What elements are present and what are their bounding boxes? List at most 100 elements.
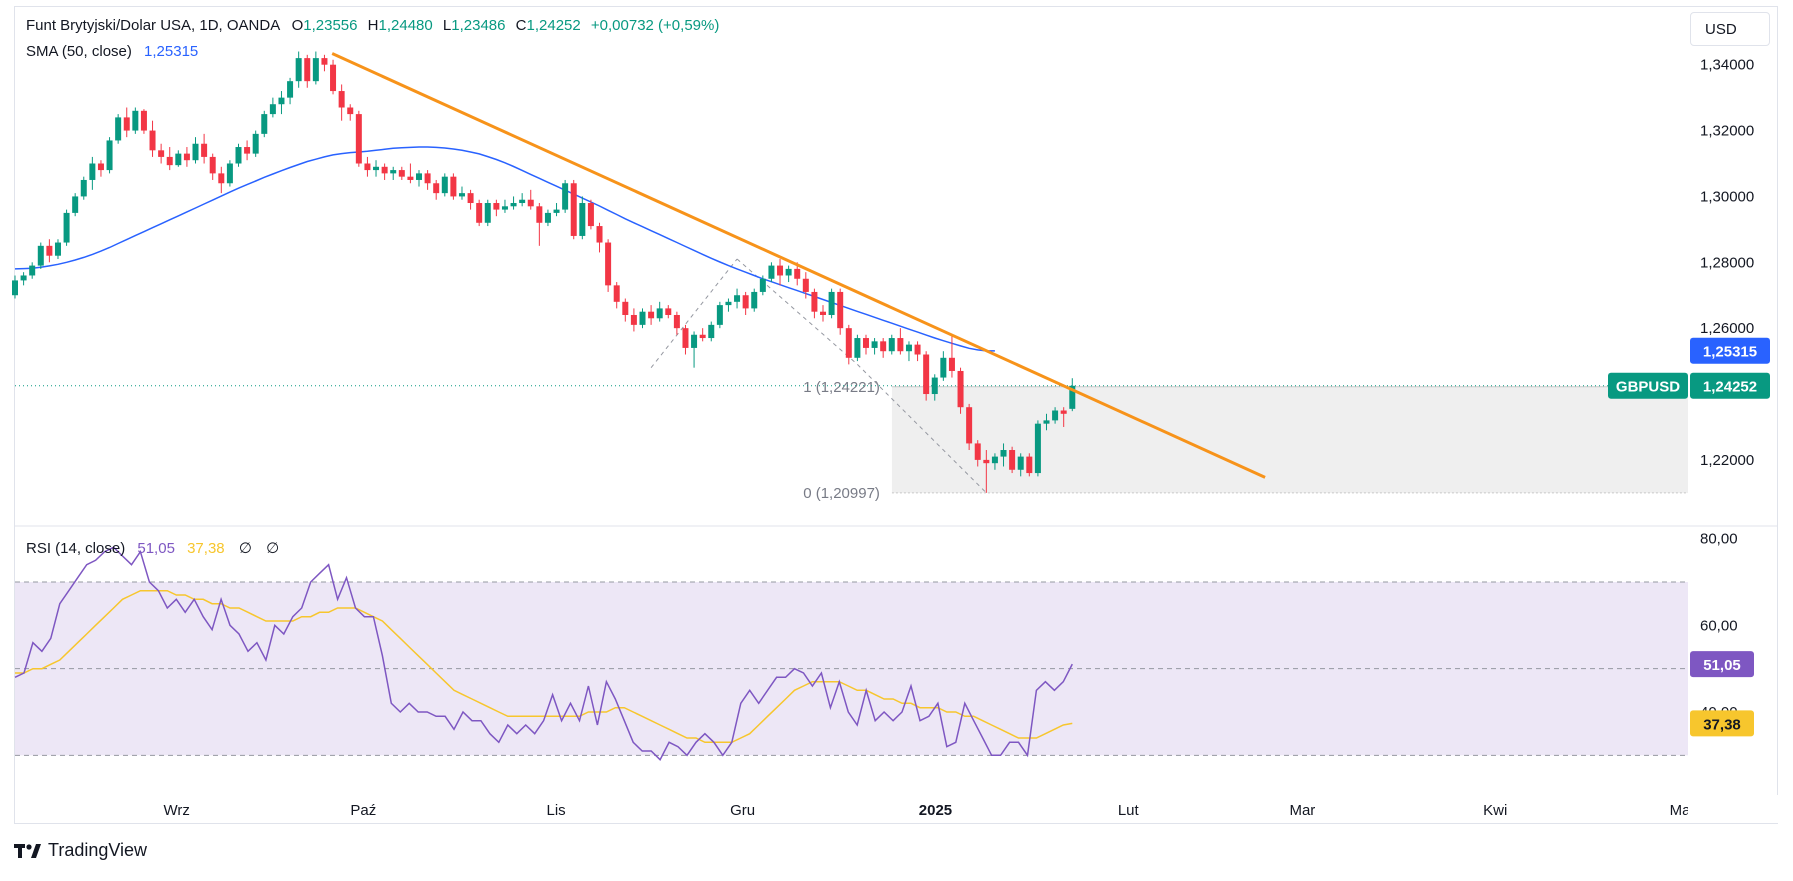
- candle-body: [725, 301, 732, 306]
- axes: 1,34000 1,32000 1,30000 1,28000 1,26000 1,220…: [15, 57, 1778, 823]
- candle: [192, 137, 199, 164]
- candle-body: [948, 357, 955, 371]
- candle: [381, 163, 388, 180]
- candle-body: [390, 170, 397, 174]
- candle-body: [304, 58, 311, 82]
- axis-corner: [1688, 795, 1778, 823]
- candle-body: [656, 308, 663, 319]
- candle: [1026, 453, 1033, 477]
- candle-body: [579, 203, 586, 236]
- zigzag-line: [857, 364, 987, 494]
- candle-body: [338, 91, 345, 108]
- rsi-legend[interactable]: RSI (14, close) 51,05 37,38 ∅ ∅: [26, 539, 279, 557]
- time-tick-label: Gru: [730, 802, 755, 819]
- trendline: [331, 52, 1266, 479]
- candle: [140, 109, 147, 134]
- tradingview-logo-icon: [14, 843, 41, 858]
- rsi-ma-value: 37,38: [187, 540, 225, 557]
- time-tick-label: Kwi: [1483, 802, 1507, 819]
- candle: [501, 199, 508, 213]
- close-value: 1,24252: [526, 17, 581, 34]
- candle: [862, 334, 869, 355]
- candle-body: [622, 301, 629, 315]
- rsi-ma-line: [15, 589, 1073, 744]
- candle-body: [12, 280, 18, 296]
- fib-level-label-1: 1 (1,24221): [803, 379, 880, 396]
- candle-body: [450, 176, 457, 197]
- rsi-tick-label: 60,00: [1700, 617, 1738, 634]
- candle-body: [381, 166, 388, 174]
- fib-level-label-0: 0 (1,20997): [803, 485, 880, 502]
- candle-body: [940, 357, 947, 378]
- candle: [734, 288, 741, 309]
- candle: [837, 288, 844, 335]
- candle-body: [570, 183, 577, 236]
- price-tick-label: 1,30000: [1700, 188, 1754, 205]
- rsi-ma-value-badge-text: 37,38: [1703, 716, 1741, 733]
- candle-body: [46, 245, 53, 256]
- candle-body: [158, 150, 165, 157]
- candle-body: [209, 156, 216, 174]
- symbol-header: Funt Brytyjski/Dolar USA, 1D, OANDA O1,2…: [26, 17, 719, 34]
- sma-legend[interactable]: SMA (50, close) 1,25315: [26, 43, 198, 60]
- candle-body: [639, 311, 646, 325]
- candle: [209, 153, 216, 180]
- candle-body: [1034, 423, 1041, 474]
- candle-body: [166, 156, 173, 166]
- candle: [605, 239, 612, 292]
- candle-body: [991, 456, 998, 464]
- candle-body: [295, 58, 302, 82]
- candle: [450, 173, 457, 200]
- sma-line: [14, 146, 995, 352]
- candle: [682, 324, 689, 355]
- candle-body: [312, 58, 319, 82]
- candle-body: [811, 291, 818, 312]
- price-pane[interactable]: 1 (1,24221) 0 (1,20997): [12, 51, 1688, 502]
- change-value: +0,00732 (+0,59%): [590, 17, 720, 34]
- candle: [106, 137, 113, 174]
- candle-body: [1009, 450, 1016, 470]
- zigzag-line: [650, 258, 738, 368]
- candle: [656, 301, 663, 322]
- price-tick-label: 1,22000: [1700, 452, 1754, 469]
- candle: [29, 262, 36, 279]
- time-tick-label: Lut: [1118, 802, 1140, 819]
- candle: [226, 160, 233, 187]
- candle-body: [106, 140, 113, 171]
- candle-body: [734, 295, 741, 302]
- symbol-name-badge: [1608, 372, 1688, 399]
- candle: [544, 209, 551, 227]
- candle-body: [802, 278, 809, 292]
- rsi-extra-1: ∅: [238, 540, 252, 557]
- low-label: L: [442, 17, 452, 34]
- candle: [622, 298, 629, 322]
- candle: [235, 143, 242, 167]
- candle-body: [923, 354, 930, 395]
- candle-body: [931, 377, 938, 395]
- candle-body: [29, 265, 36, 276]
- currency-selector[interactable]: USD: [1690, 12, 1770, 46]
- candle: [587, 199, 594, 230]
- candle: [1052, 407, 1059, 424]
- brand-logo[interactable]: TradingView: [14, 840, 147, 861]
- candle: [123, 107, 130, 138]
- candle: [811, 288, 818, 319]
- candle-body: [218, 173, 225, 184]
- rsi-pane[interactable]: [14, 546, 1688, 761]
- candle: [416, 170, 423, 187]
- candle: [596, 222, 603, 253]
- candle: [768, 262, 775, 283]
- candle-body: [648, 311, 655, 319]
- candle-body: [476, 203, 483, 223]
- candle-body: [1069, 385, 1076, 409]
- candle-body: [72, 196, 79, 213]
- candle-body: [416, 173, 423, 180]
- candle-body: [1000, 450, 1007, 457]
- candle-body: [192, 143, 199, 161]
- candle-body: [501, 206, 508, 210]
- open-value: 1,23556: [303, 17, 358, 34]
- time-tick-label: 2025: [919, 802, 952, 819]
- candle: [948, 334, 955, 378]
- candle: [295, 51, 302, 88]
